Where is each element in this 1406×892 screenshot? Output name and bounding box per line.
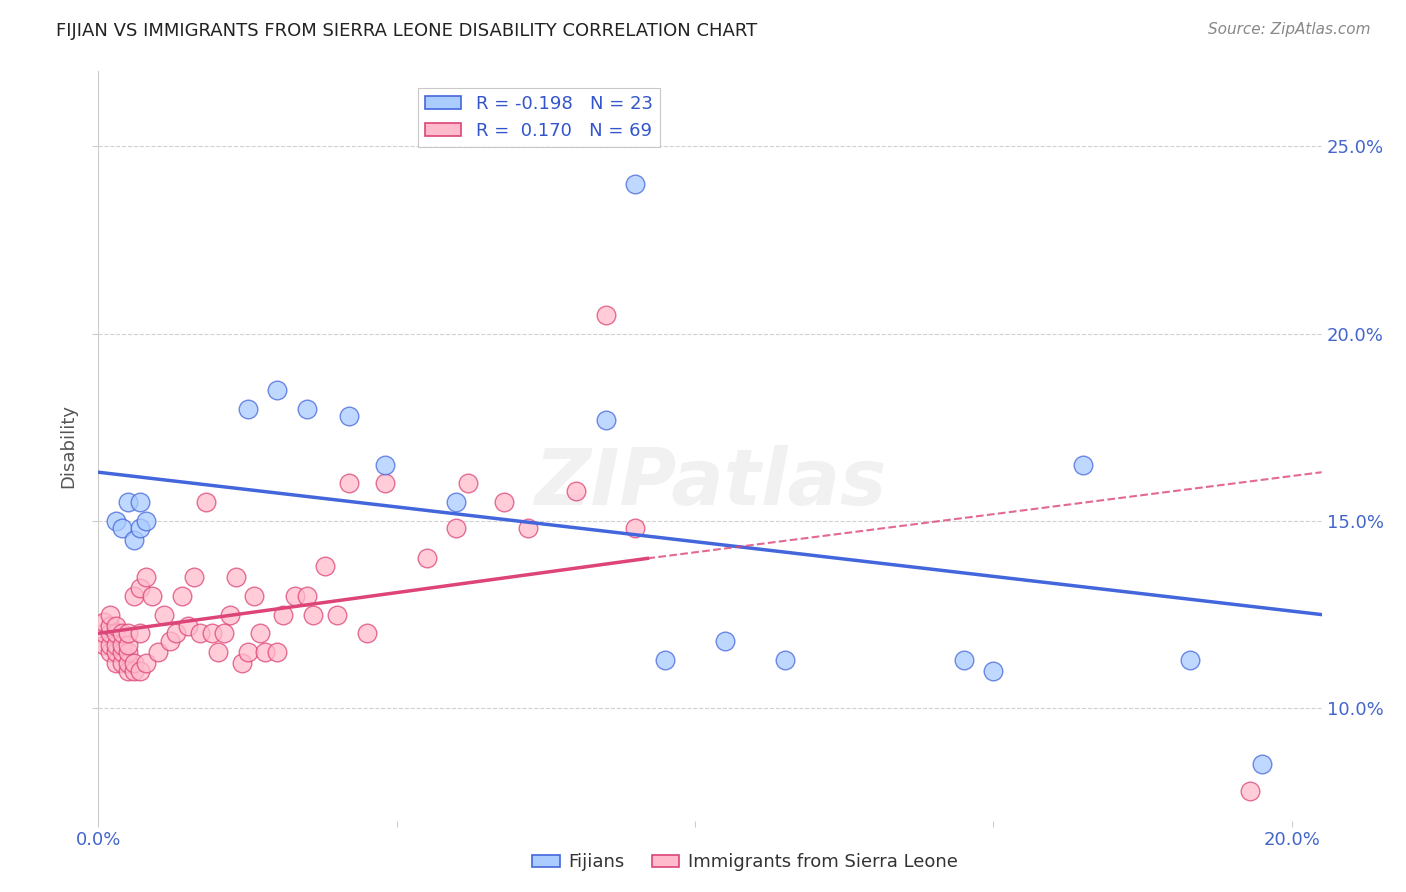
Point	[165, 626, 187, 640]
Point	[374, 476, 396, 491]
Point	[595, 308, 617, 322]
Point	[188, 626, 211, 640]
Point	[93, 615, 115, 629]
Point	[273, 607, 295, 622]
Point	[122, 664, 145, 678]
Point	[98, 626, 121, 640]
Point	[98, 645, 121, 659]
Point	[129, 521, 152, 535]
Point	[146, 645, 169, 659]
Point	[983, 664, 1005, 678]
Point	[201, 626, 224, 640]
Point	[129, 664, 152, 678]
Point	[117, 645, 139, 659]
Point	[207, 645, 229, 659]
Point	[242, 589, 264, 603]
Point	[236, 645, 259, 659]
Point	[254, 645, 277, 659]
Point	[773, 652, 796, 666]
Point	[297, 589, 319, 603]
Point	[565, 483, 588, 498]
Point	[374, 458, 396, 472]
Point	[105, 514, 128, 528]
Text: ZIPatlas: ZIPatlas	[534, 445, 886, 522]
Point	[153, 607, 176, 622]
Point	[415, 551, 437, 566]
Point	[129, 626, 152, 640]
Point	[122, 589, 145, 603]
Point	[457, 476, 479, 491]
Point	[159, 633, 181, 648]
Point	[111, 626, 134, 640]
Point	[218, 607, 240, 622]
Point	[517, 521, 540, 535]
Point	[122, 657, 145, 671]
Text: Source: ZipAtlas.com: Source: ZipAtlas.com	[1208, 22, 1371, 37]
Point	[105, 645, 128, 659]
Point	[314, 558, 336, 573]
Point	[1071, 458, 1094, 472]
Point	[117, 657, 139, 671]
Y-axis label: Disability: Disability	[59, 404, 77, 488]
Point	[194, 495, 217, 509]
Point	[302, 607, 325, 622]
Point	[952, 652, 974, 666]
Point	[105, 626, 128, 640]
Point	[105, 638, 128, 652]
Point	[105, 619, 128, 633]
Point	[98, 619, 121, 633]
Point	[111, 638, 134, 652]
Point	[297, 401, 319, 416]
Point	[122, 533, 145, 547]
Point	[129, 582, 152, 596]
Point	[111, 645, 134, 659]
Point	[326, 607, 349, 622]
Legend: R = -0.198   N = 23, R =  0.170   N = 69: R = -0.198 N = 23, R = 0.170 N = 69	[418, 88, 659, 147]
Point	[135, 514, 157, 528]
Point	[93, 638, 115, 652]
Point	[212, 626, 235, 640]
Point	[135, 570, 157, 584]
Point	[446, 495, 468, 509]
Point	[356, 626, 378, 640]
Point	[117, 664, 139, 678]
Point	[129, 495, 152, 509]
Point	[117, 626, 139, 640]
Point	[624, 177, 647, 191]
Point	[624, 521, 647, 535]
Point	[135, 657, 157, 671]
Point	[446, 521, 468, 535]
Point	[284, 589, 307, 603]
Point	[225, 570, 247, 584]
Point	[141, 589, 163, 603]
Point	[93, 626, 115, 640]
Point	[117, 495, 139, 509]
Point	[595, 413, 617, 427]
Point	[231, 657, 253, 671]
Point	[117, 638, 139, 652]
Point	[266, 645, 288, 659]
Point	[177, 619, 200, 633]
Point	[337, 409, 360, 423]
Point	[183, 570, 205, 584]
Point	[98, 607, 121, 622]
Legend: Fijians, Immigrants from Sierra Leone: Fijians, Immigrants from Sierra Leone	[526, 847, 965, 879]
Point	[714, 633, 737, 648]
Point	[1251, 757, 1274, 772]
Point	[337, 476, 360, 491]
Point	[249, 626, 271, 640]
Point	[111, 521, 134, 535]
Point	[98, 638, 121, 652]
Point	[654, 652, 676, 666]
Text: FIJIAN VS IMMIGRANTS FROM SIERRA LEONE DISABILITY CORRELATION CHART: FIJIAN VS IMMIGRANTS FROM SIERRA LEONE D…	[56, 22, 758, 40]
Point	[494, 495, 516, 509]
Point	[111, 657, 134, 671]
Point	[170, 589, 193, 603]
Point	[266, 383, 288, 397]
Point	[236, 401, 259, 416]
Point	[105, 657, 128, 671]
Point	[1239, 783, 1261, 797]
Point	[1180, 652, 1202, 666]
